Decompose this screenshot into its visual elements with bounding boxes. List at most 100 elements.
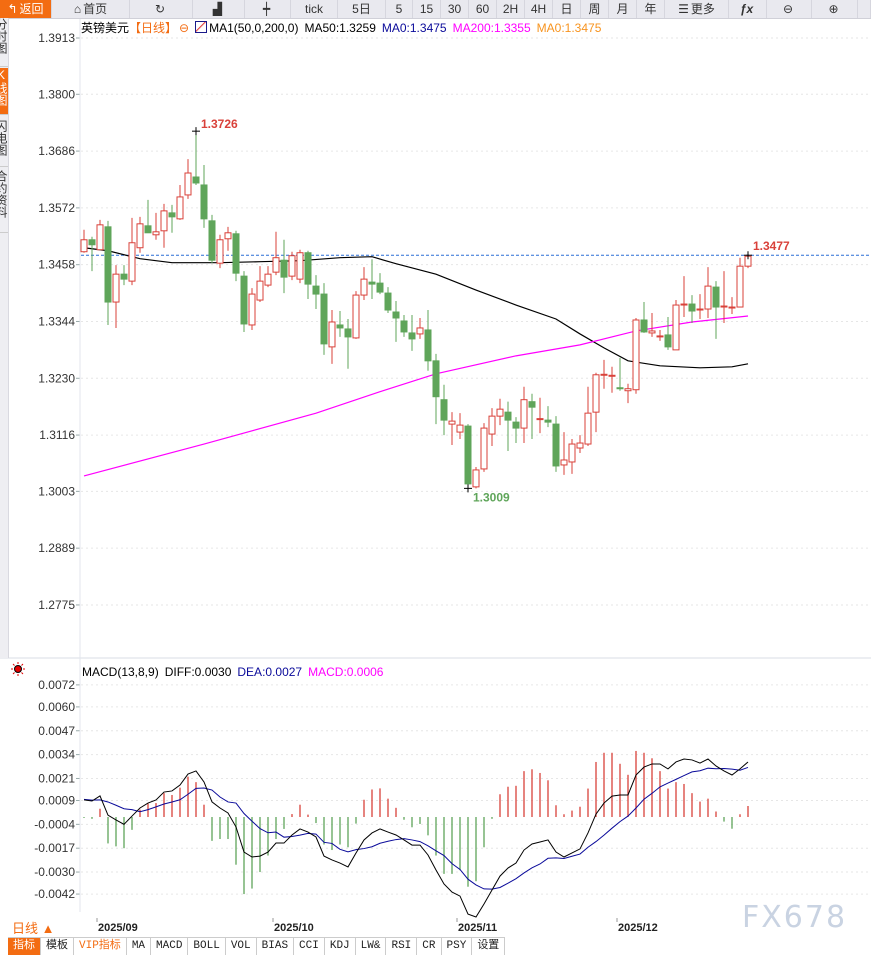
candle (248, 288, 256, 330)
candle (184, 159, 192, 199)
indicator-tab-boll[interactable]: BOLL (188, 938, 226, 955)
toolbar-button-5日[interactable]: 5日 (338, 0, 386, 18)
left-view-tabs: 分时图 K线图闪电图合约资料 (0, 18, 9, 658)
candle-body (544, 419, 552, 423)
indicator-tab-psy[interactable]: PSY (442, 938, 473, 955)
candle-body (536, 418, 544, 421)
indicator-tab-bias[interactable]: BIAS (257, 938, 295, 955)
candle-body (176, 196, 184, 220)
toolbar-button-draw-line[interactable]: ▟ (193, 0, 245, 18)
candle (144, 199, 152, 234)
toolbar-button-更多[interactable]: ☰ 更多 (665, 0, 729, 18)
indicator-tab-rsi[interactable]: RSI (386, 938, 418, 955)
ma-chart-icon[interactable] (195, 21, 208, 33)
candle-body (528, 401, 536, 408)
toolbar-button-30[interactable]: 30 (441, 0, 469, 18)
candle-body (592, 374, 600, 413)
candle-body (240, 275, 248, 325)
toolbar-button-5[interactable]: 5 (386, 0, 413, 18)
indicator-tab-cci[interactable]: CCI (294, 938, 325, 955)
toolbar-button-返回[interactable]: ↰ 返回 (0, 0, 52, 18)
candle (120, 265, 128, 286)
toolbar-button-年[interactable]: 年 (637, 0, 665, 18)
toolbar-button-fx[interactable]: ƒx (729, 0, 767, 18)
toolbar-button-首页[interactable]: ⌂ 首页 (52, 0, 130, 18)
candle (472, 466, 480, 489)
indicator-tab-设置[interactable]: 设置 (472, 938, 506, 955)
candle-body (280, 259, 288, 278)
indicator-tab-macd[interactable]: MACD (151, 938, 189, 955)
candle-body (680, 303, 688, 306)
candle-body (256, 280, 264, 301)
toolbar-button-zoom-out[interactable]: ⊖ (767, 0, 812, 18)
candle (408, 314, 416, 351)
candle (328, 310, 336, 364)
price-tick-label: 1.3003 (38, 484, 75, 498)
toolbar-button-日[interactable]: 日 (553, 0, 581, 18)
diff-value: DIFF:0.0030 (164, 665, 232, 679)
toolbar-button-月[interactable]: 月 (609, 0, 637, 18)
candle (224, 226, 232, 251)
candle-body (80, 239, 88, 253)
toolbar-button-60[interactable]: 60 (469, 0, 497, 18)
candle-body (264, 273, 272, 286)
back-arrow-icon: ↰ (7, 2, 18, 16)
candle (400, 314, 408, 337)
left-tab-0[interactable]: 分时图 (0, 18, 8, 67)
last-price-label: 1.3477 (753, 239, 790, 253)
price-tick-label: 1.3572 (38, 201, 75, 215)
toolbar-label: 2H (502, 2, 519, 16)
candle (696, 294, 704, 319)
toolbar-button-4H[interactable]: 4H (525, 0, 553, 18)
indicator-tab-ma[interactable]: MA (127, 938, 152, 955)
toolbar-button-2H[interactable]: 2H (497, 0, 525, 18)
menu-icon: ☰ (678, 2, 689, 16)
candle-body (248, 293, 256, 326)
indicator-tab-kdj[interactable]: KDJ (325, 938, 356, 955)
toolbar-button-tick[interactable]: tick (291, 0, 338, 18)
period-selector[interactable]: 日线 ▲ (12, 921, 55, 936)
candle (704, 267, 712, 318)
toolbar-button-refresh[interactable]: ↻ (130, 0, 193, 18)
candle (712, 281, 720, 339)
candle (568, 439, 576, 474)
candle (192, 131, 200, 185)
candle-body (704, 285, 712, 310)
indicator-tab-cr[interactable]: CR (417, 938, 442, 955)
toolbar-spacer[interactable] (858, 0, 871, 18)
candle-body (112, 273, 120, 303)
macd-lines (83, 758, 749, 918)
ma0-value-2: MA0:1.3475 (536, 21, 602, 35)
price-annotations: 1.3726 1.3009 1.3477 (192, 117, 790, 504)
indicator-tab-lw&[interactable]: LW& (356, 938, 387, 955)
left-tab-2[interactable]: 闪电图 (0, 120, 8, 167)
price-tick-label: 1.3116 (39, 428, 75, 442)
candle (640, 302, 648, 333)
toolbar-button-15[interactable]: 15 (413, 0, 441, 18)
macd-name: MACD(13,8,9) (82, 665, 159, 679)
left-tab-3[interactable]: 合约资料 (0, 170, 8, 233)
candle (624, 383, 632, 404)
toolbar-button-zoom-in[interactable]: ⊕ (812, 0, 858, 18)
left-tab-1[interactable]: K线图 (0, 68, 8, 115)
candle-body (288, 255, 296, 277)
toolbar-button-周[interactable]: 周 (581, 0, 609, 18)
indicator-tab-vip指标[interactable]: VIP指标 (74, 938, 127, 955)
candle-body (424, 329, 432, 362)
zoom-out-icon: ⊖ (782, 2, 794, 16)
candle (536, 397, 544, 434)
macd-indicator-icon[interactable] (11, 662, 25, 676)
indicator-tab-模板[interactable]: 模板 (41, 938, 74, 955)
candle-body (416, 327, 424, 335)
indicator-tab-指标[interactable]: 指标 (8, 938, 41, 955)
candle (688, 295, 696, 323)
candle-body (328, 321, 336, 348)
toolbar-button-candlestick[interactable]: ┿ (245, 0, 291, 18)
candle-body (136, 223, 144, 249)
candle (160, 203, 168, 248)
candle-body (656, 335, 664, 338)
macd-legend: MACD(13,8,9) DIFF:0.0030 DEA:0.0027 MACD:0.… (82, 665, 389, 679)
settings-icon[interactable]: ⊖ (179, 21, 190, 35)
indicator-tab-vol[interactable]: VOL (226, 938, 257, 955)
candle (392, 301, 400, 342)
